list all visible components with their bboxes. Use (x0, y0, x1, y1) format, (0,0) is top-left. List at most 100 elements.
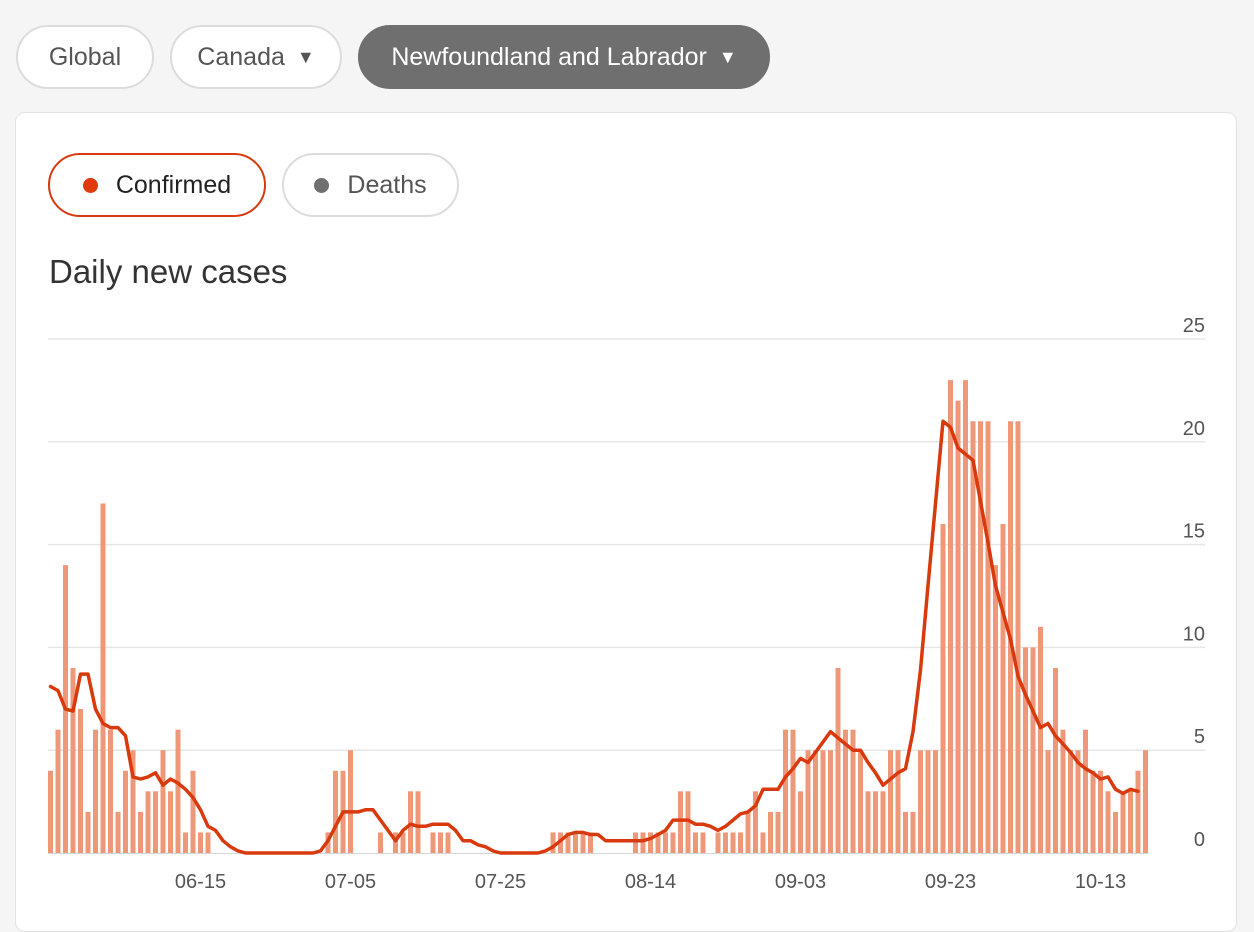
bar (138, 811, 143, 853)
bar (160, 750, 166, 853)
bar (783, 729, 788, 853)
bar (873, 791, 878, 853)
bar (640, 832, 646, 853)
bar (790, 729, 796, 853)
bar (1068, 750, 1073, 853)
bar (993, 565, 998, 853)
bar (55, 729, 61, 853)
bar (693, 832, 698, 853)
bar (1128, 791, 1133, 853)
bar (903, 811, 908, 853)
global-button[interactable]: Global (16, 25, 154, 89)
bar (880, 791, 886, 853)
y-tick-label: 10 (1183, 623, 1205, 645)
caret-down-icon: ▼ (296, 46, 315, 67)
bar (348, 750, 353, 853)
bar (955, 400, 961, 853)
bar (730, 832, 736, 853)
bar (580, 832, 586, 853)
bar (48, 770, 53, 853)
bar (775, 811, 781, 853)
bar (1075, 750, 1081, 853)
bar (723, 832, 728, 853)
y-tick-label: 20 (1183, 418, 1205, 440)
bar (700, 832, 706, 853)
bar (550, 832, 556, 853)
bar (843, 729, 848, 853)
bar (183, 832, 188, 853)
bar (1090, 770, 1096, 853)
x-tick-label: 06-15 (175, 871, 226, 893)
bar (333, 770, 338, 853)
caret-down-icon: ▼ (718, 46, 737, 67)
region-dropdown[interactable]: Newfoundland and Labrador ▼ (358, 25, 770, 89)
bar (378, 832, 383, 853)
bar (588, 832, 593, 853)
bar (925, 750, 931, 853)
bar (153, 791, 158, 853)
bar (445, 832, 451, 853)
bar (828, 750, 833, 853)
bar (978, 421, 983, 853)
bar (813, 750, 818, 853)
bar (100, 503, 106, 853)
bar (963, 380, 968, 853)
bar (865, 791, 871, 853)
bar (655, 832, 661, 853)
bar (1098, 770, 1103, 853)
bar (1015, 421, 1021, 853)
bar (400, 832, 406, 853)
bar (565, 832, 571, 853)
x-tick-label: 07-25 (475, 871, 526, 893)
bar (85, 811, 91, 853)
bar (910, 811, 916, 853)
x-tick-label: 08-14 (625, 871, 676, 893)
y-tick-label: 15 (1183, 521, 1205, 543)
bar (1113, 811, 1118, 853)
moving-average-line (48, 419, 1140, 855)
bar (970, 421, 976, 853)
bar (1000, 524, 1006, 853)
bar (1053, 667, 1058, 853)
bar (438, 832, 443, 853)
bar (205, 832, 211, 853)
x-tick-label: 09-23 (925, 871, 976, 893)
bar (115, 811, 121, 853)
global-label: Global (48, 42, 122, 71)
bar (1023, 647, 1028, 853)
bar (768, 811, 773, 853)
x-tick-label: 10-13 (1075, 871, 1126, 893)
bar (175, 729, 181, 853)
bar (685, 791, 691, 853)
deaths-dot-icon (314, 177, 330, 193)
bar (760, 832, 766, 853)
bar (1038, 626, 1043, 853)
bar (835, 667, 841, 853)
bar (190, 770, 196, 853)
y-tick-label: 5 (1194, 726, 1205, 748)
bar (408, 791, 413, 853)
confirmed-dot-icon (82, 177, 98, 193)
bar (820, 750, 826, 853)
bar (888, 750, 893, 853)
bar (753, 791, 758, 853)
bar (918, 750, 923, 853)
deaths-toggle[interactable]: Deaths (282, 153, 459, 217)
bar (895, 750, 901, 853)
bar (648, 832, 653, 853)
bar (70, 667, 76, 853)
bar (123, 770, 128, 853)
bar (633, 832, 638, 853)
bar (1030, 647, 1036, 853)
confirmed-label: Confirmed (115, 170, 232, 199)
bar (393, 832, 398, 853)
bar (663, 832, 668, 853)
country-dropdown[interactable]: Canada ▼ (170, 25, 342, 89)
bar (415, 791, 421, 853)
bar (670, 832, 676, 853)
x-tick-label: 07-05 (325, 871, 376, 893)
confirmed-toggle[interactable]: Confirmed (48, 153, 266, 217)
bar (1143, 750, 1148, 853)
x-tick-label: 09-03 (775, 871, 826, 893)
